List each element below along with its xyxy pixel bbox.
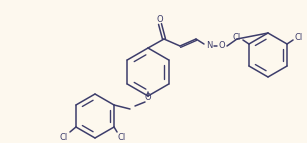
Text: O: O [145,93,151,102]
Text: Cl: Cl [295,32,303,41]
Text: Cl: Cl [233,32,241,41]
Text: O: O [219,41,225,50]
Text: O: O [157,14,163,23]
Text: Cl: Cl [118,133,126,142]
Text: N: N [206,41,212,50]
Text: Cl: Cl [60,133,68,142]
